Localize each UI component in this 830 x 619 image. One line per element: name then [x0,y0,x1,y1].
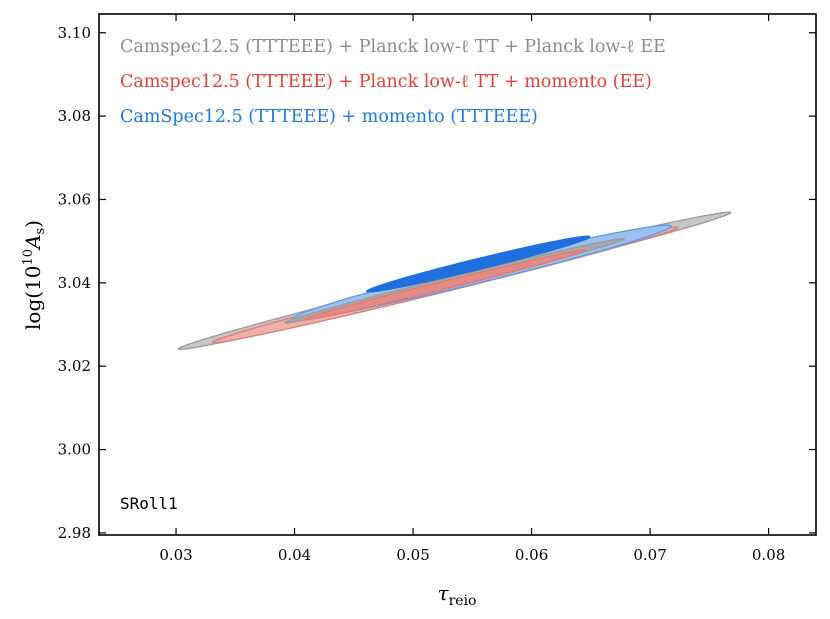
x-axis-title: τreio [438,581,477,609]
x-tick-label: 0.08 [752,546,785,564]
contour-series-3-68pct [365,235,591,293]
y-tick-label: 3.04 [58,274,91,292]
y-axis-title: log(1010As) [21,220,48,330]
x-tick-label: 0.03 [159,546,192,564]
y-tick-label: 3.00 [58,441,91,459]
legend: Camspec12.5 (TTTEEE) + Planck low-ℓ TT +… [120,37,666,127]
annotation-sroll1: SRoll1 [120,494,178,513]
contour-series-2-68pct [303,249,587,321]
contour-layer [177,211,732,350]
legend-entry-1: Camspec12.5 (TTTEEE) + Planck low-ℓ TT +… [120,37,666,57]
legend-entry-3: CamSpec12.5 (TTTEEE) + momento (TTTEEE) [120,107,538,127]
x-tick-label: 0.07 [633,546,666,564]
plot-frame [98,13,817,536]
x-tick-label: 0.04 [278,546,311,564]
x-tick-label: 0.05 [396,546,429,564]
y-tick-label: 2.98 [58,524,91,542]
y-tick-label: 3.10 [58,24,91,42]
y-tick-label: 3.06 [58,190,91,208]
axis-ticks: 0.03 0.04 0.05 0.06 0.07 0.08 2.98 3.00 3.02 3.04… [58,14,816,564]
y-tick-label: 3.02 [58,357,91,375]
legend-entry-2: Camspec12.5 (TTTEEE) + Planck low-ℓ TT +… [120,72,652,92]
x-tick-label: 0.06 [515,546,548,564]
y-tick-label: 3.08 [58,107,91,125]
